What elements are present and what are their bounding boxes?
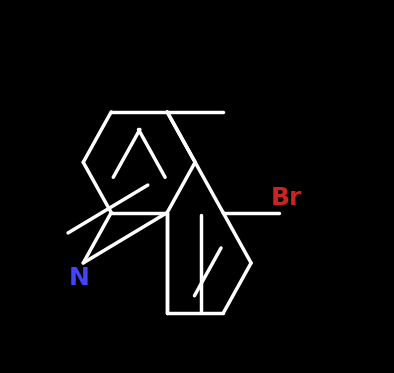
Text: N: N — [69, 266, 90, 290]
Text: Br: Br — [271, 186, 302, 210]
